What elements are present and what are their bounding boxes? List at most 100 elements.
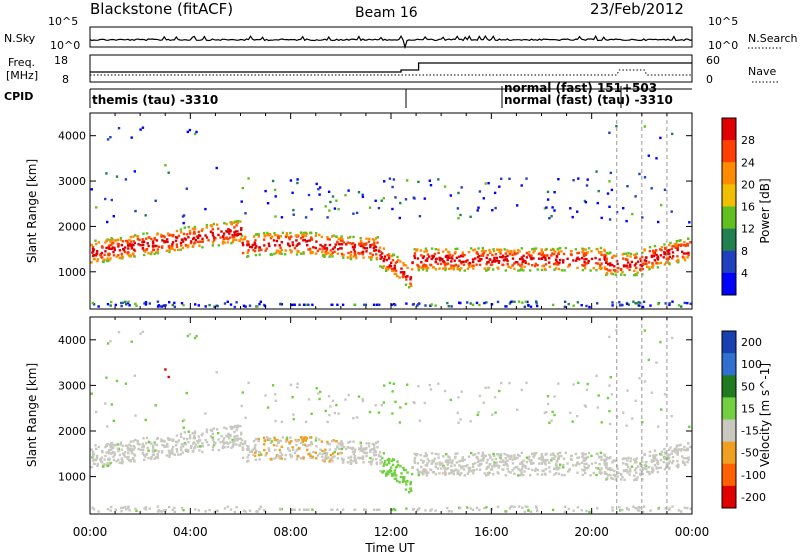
power-point — [513, 262, 516, 265]
power-point — [173, 248, 176, 252]
velocity-point — [326, 440, 329, 444]
power-point — [460, 262, 463, 265]
velocity-point — [251, 448, 254, 451]
power-point — [596, 248, 599, 251]
velocity-point — [629, 457, 633, 460]
power-point — [326, 216, 329, 219]
velocity-point — [413, 452, 416, 456]
power-point — [450, 305, 453, 308]
velocity-point — [128, 443, 131, 446]
power-point — [198, 234, 201, 237]
velocity-point — [412, 401, 415, 404]
power-point — [179, 241, 183, 245]
velocity-point — [152, 453, 155, 456]
power-point — [235, 301, 238, 304]
velocity-point — [498, 464, 501, 468]
power-point — [396, 255, 399, 259]
velocity-point — [309, 454, 312, 457]
power-point — [459, 301, 462, 305]
power-point — [164, 164, 167, 167]
velocity-point — [506, 454, 509, 457]
velocity-point — [118, 453, 122, 457]
colorbar-swatch — [722, 162, 736, 185]
velocity-point — [420, 458, 423, 462]
power-point — [171, 241, 175, 244]
power-point — [171, 245, 174, 248]
power-point — [446, 258, 449, 262]
power-point — [257, 249, 261, 252]
time-axis-labels: 00:00 04:00 08:00 12:00 16:00 20:00 00:00 — [73, 525, 710, 539]
velocity-point — [545, 459, 548, 462]
power-point — [609, 171, 612, 175]
velocity-point — [533, 469, 537, 473]
power-point — [557, 250, 560, 253]
velocity-point — [177, 439, 181, 442]
velocity-point — [247, 381, 250, 384]
velocity-point — [522, 464, 525, 467]
power-point — [184, 238, 187, 241]
velocity-point — [314, 451, 317, 454]
velocity-point — [165, 454, 169, 457]
velocity-point — [274, 419, 277, 423]
power-point — [513, 300, 516, 303]
velocity-point — [391, 474, 394, 477]
power-point — [520, 263, 524, 266]
power-point — [160, 305, 164, 308]
velocity-point — [553, 395, 556, 398]
power-point — [586, 178, 589, 181]
power-point — [686, 256, 689, 259]
power-point — [424, 304, 427, 307]
power-point — [606, 262, 610, 266]
cpid-left-text: themis (tau) -3310 — [92, 93, 218, 107]
power-point — [376, 241, 379, 244]
power-point — [538, 252, 542, 255]
power-point — [673, 243, 676, 246]
power-point — [383, 180, 386, 183]
power-point — [379, 257, 382, 260]
power-point — [641, 305, 645, 309]
power-point — [516, 249, 520, 252]
power-point — [304, 234, 308, 238]
velocity-point — [232, 426, 235, 429]
velocity-point — [141, 442, 144, 446]
velocity-point — [583, 465, 586, 469]
velocity-point — [308, 452, 312, 455]
velocity-point — [461, 459, 464, 463]
power-point — [571, 215, 574, 219]
velocity-point — [671, 336, 674, 340]
velocity-point — [302, 437, 306, 441]
power-point — [441, 257, 444, 261]
power-point — [318, 186, 322, 189]
power-point — [107, 247, 111, 250]
power-point — [553, 209, 556, 212]
velocity-point — [484, 454, 487, 458]
power-point — [506, 263, 509, 266]
velocity-point — [531, 452, 534, 456]
power-point — [123, 250, 127, 254]
power-point — [450, 260, 453, 263]
velocity-point — [434, 462, 438, 466]
velocity-point — [113, 451, 116, 454]
velocity-point — [425, 474, 429, 477]
velocity-point — [542, 458, 546, 462]
power-point — [535, 302, 538, 305]
power-point — [402, 274, 405, 278]
power-point — [594, 256, 597, 260]
velocity-point — [549, 453, 553, 456]
velocity-point — [153, 441, 156, 444]
velocity-point — [611, 506, 614, 509]
velocity-point — [136, 439, 139, 442]
power-point — [114, 239, 118, 242]
power-point — [358, 252, 361, 255]
velocity-point — [278, 448, 281, 452]
velocity-point — [354, 459, 357, 462]
power-point — [220, 230, 223, 233]
power-point — [488, 248, 491, 252]
power-point — [328, 238, 331, 241]
velocity-point — [164, 368, 167, 371]
power-point — [373, 249, 376, 252]
power-point — [309, 231, 312, 234]
power-point — [482, 254, 485, 257]
power-point — [148, 236, 151, 239]
